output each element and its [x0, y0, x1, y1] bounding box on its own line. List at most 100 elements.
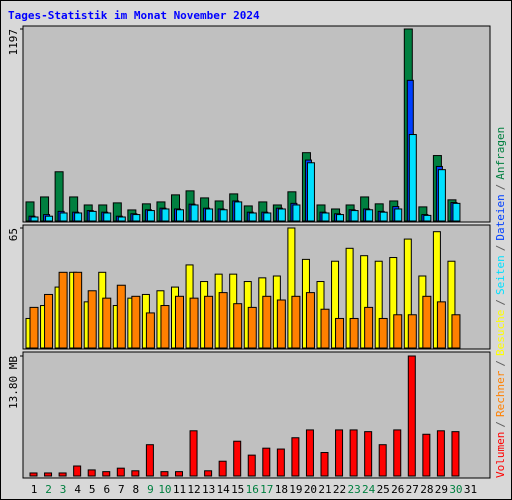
bar [335, 429, 344, 477]
bar [422, 433, 431, 477]
x-tick-label: 27 [406, 483, 419, 496]
bar [320, 308, 330, 349]
y-tick-label: 13.80 MB [7, 356, 20, 409]
bar [87, 290, 97, 349]
bar [132, 214, 141, 222]
bar [205, 208, 214, 222]
bar [116, 467, 125, 477]
bar [247, 306, 257, 349]
bar [161, 208, 170, 222]
bar [73, 465, 82, 477]
x-tick-label: 5 [89, 483, 96, 496]
bar [146, 210, 155, 222]
bar [88, 210, 97, 222]
bar [276, 448, 285, 477]
bar [379, 211, 388, 222]
legend-separator: / [494, 421, 507, 428]
bar [248, 212, 257, 222]
bar [204, 470, 213, 477]
x-tick-label: 1 [31, 483, 38, 496]
bar [320, 452, 329, 477]
bar [131, 470, 140, 477]
bar [305, 429, 314, 477]
bar [291, 437, 300, 477]
bar [219, 209, 228, 222]
bar [350, 210, 359, 222]
legend-separator: / [494, 245, 507, 252]
bar [451, 314, 461, 349]
bar [160, 305, 170, 349]
bar [364, 306, 374, 349]
bar [364, 431, 373, 477]
bar [218, 460, 227, 477]
x-tick-label: 16 [246, 483, 259, 496]
bar [393, 314, 403, 349]
bar [29, 472, 38, 477]
panel [22, 351, 491, 479]
panel [22, 25, 491, 223]
legend-entry: Seiten [494, 255, 507, 295]
x-tick-label: 3 [60, 483, 67, 496]
x-tick-label: 9 [147, 483, 154, 496]
chart-title: Tages-Statistik im Monat November 2024 [8, 9, 260, 22]
bar [321, 212, 330, 222]
bar [262, 295, 272, 349]
legend-separator: / [494, 184, 507, 191]
legend-entry: Besuche [494, 310, 507, 356]
x-tick-label: 8 [133, 483, 140, 496]
bar [58, 472, 67, 477]
bar [336, 214, 345, 222]
legend-entry: Dateien [494, 194, 507, 240]
bar [175, 471, 183, 477]
bar [145, 312, 155, 349]
bar [117, 216, 126, 222]
bar [189, 430, 198, 477]
bar [393, 429, 402, 477]
y-tick-label: 65 [7, 228, 20, 241]
x-tick-label: 21 [318, 483, 331, 496]
bar [190, 204, 199, 222]
bar [29, 306, 39, 349]
x-tick-label: 17 [260, 483, 273, 496]
bar [44, 472, 53, 477]
x-tick-label: 24 [362, 483, 376, 496]
bar [451, 431, 460, 477]
legend-entry: Rechner [494, 370, 507, 417]
bar [394, 208, 403, 222]
bar [277, 208, 286, 222]
bar [103, 212, 112, 222]
bar [263, 212, 272, 222]
bar [365, 209, 374, 222]
bar [437, 169, 446, 222]
bar [234, 201, 243, 222]
bar [408, 134, 417, 222]
legend-entry: Anfragen [494, 127, 507, 180]
x-tick-label: 13 [202, 483, 215, 496]
bar [204, 295, 214, 349]
bar [407, 355, 416, 477]
x-tick-label: 11 [173, 483, 186, 496]
bar [306, 162, 315, 222]
x-tick-label: 6 [103, 483, 110, 496]
bar [218, 292, 228, 349]
legend: Volumen / Rechner / Besuche / Seiten / Dateien / A… [494, 127, 507, 478]
x-tick-label: 15 [231, 483, 244, 496]
x-tick-label: 10 [158, 483, 171, 496]
x-tick-label: 31 [464, 483, 477, 496]
bar [233, 440, 242, 477]
bar [423, 214, 432, 222]
bar [175, 295, 184, 349]
bar [189, 297, 199, 349]
bar [452, 202, 461, 222]
bar [131, 295, 141, 349]
x-tick-label: 7 [118, 483, 125, 496]
bar [145, 444, 154, 477]
x-tick-label: 14 [217, 483, 231, 496]
bar [176, 209, 184, 222]
x-tick-label: 2 [45, 483, 52, 496]
bar [30, 216, 39, 222]
legend-separator: / [494, 360, 507, 367]
bar [378, 317, 388, 349]
x-tick-label: 29 [435, 483, 448, 496]
